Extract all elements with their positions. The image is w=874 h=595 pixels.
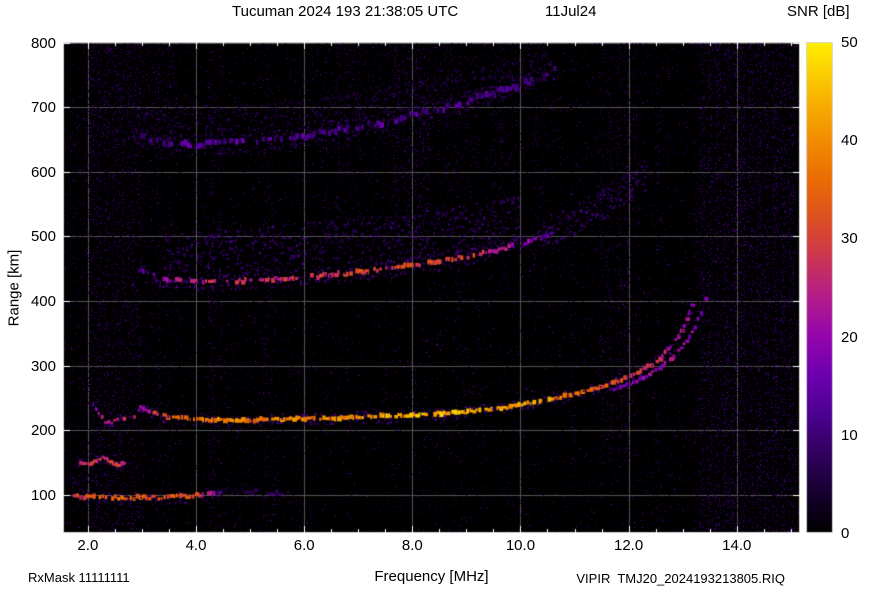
filename-label: VIPIR TMJ20_2024193213805.RIQ [576,571,785,586]
y-tick-label: 700 [30,99,56,117]
x-tick-label: 6.0 [293,537,315,554]
rxmask-label: RxMask 11111111 [28,570,130,585]
x-axis-label: Frequency [MHz] [374,568,489,585]
colorbar-title: SNR [dB] [787,3,850,20]
y-tick-label: 100 [30,486,56,504]
y-tick-label: 300 [30,357,56,375]
y-tick-label: 800 [30,34,56,52]
colorbar-tick-label: 0 [841,525,850,542]
colorbar-tick-label: 10 [841,426,858,444]
x-tick-label: 10.0 [505,537,536,554]
x-tick-label: 2.0 [77,537,99,554]
y-tick-label: 400 [30,293,56,311]
x-tick-label: 14.0 [722,537,752,554]
colorbar-tick-label: 50 [841,34,858,51]
plot-date: 11Jul24 [545,3,597,20]
y-tick-label: 600 [30,163,56,181]
x-tick-label: 4.0 [185,537,207,554]
plot-title: Tucuman 2024 193 21:38:05 UTC [232,3,459,20]
x-tick-label: 12.0 [613,537,644,554]
x-tick-label: 8.0 [401,537,423,554]
colorbar-tick-label: 30 [841,230,858,248]
ionogram-canvas [63,42,800,533]
y-axis-label: Range [km] [5,249,23,327]
colorbar-tick-label: 40 [841,132,858,150]
colorbar-tick-label: 20 [841,328,858,346]
colorbar [806,42,833,533]
y-tick-label: 200 [30,422,56,440]
y-tick-label: 500 [30,228,56,246]
